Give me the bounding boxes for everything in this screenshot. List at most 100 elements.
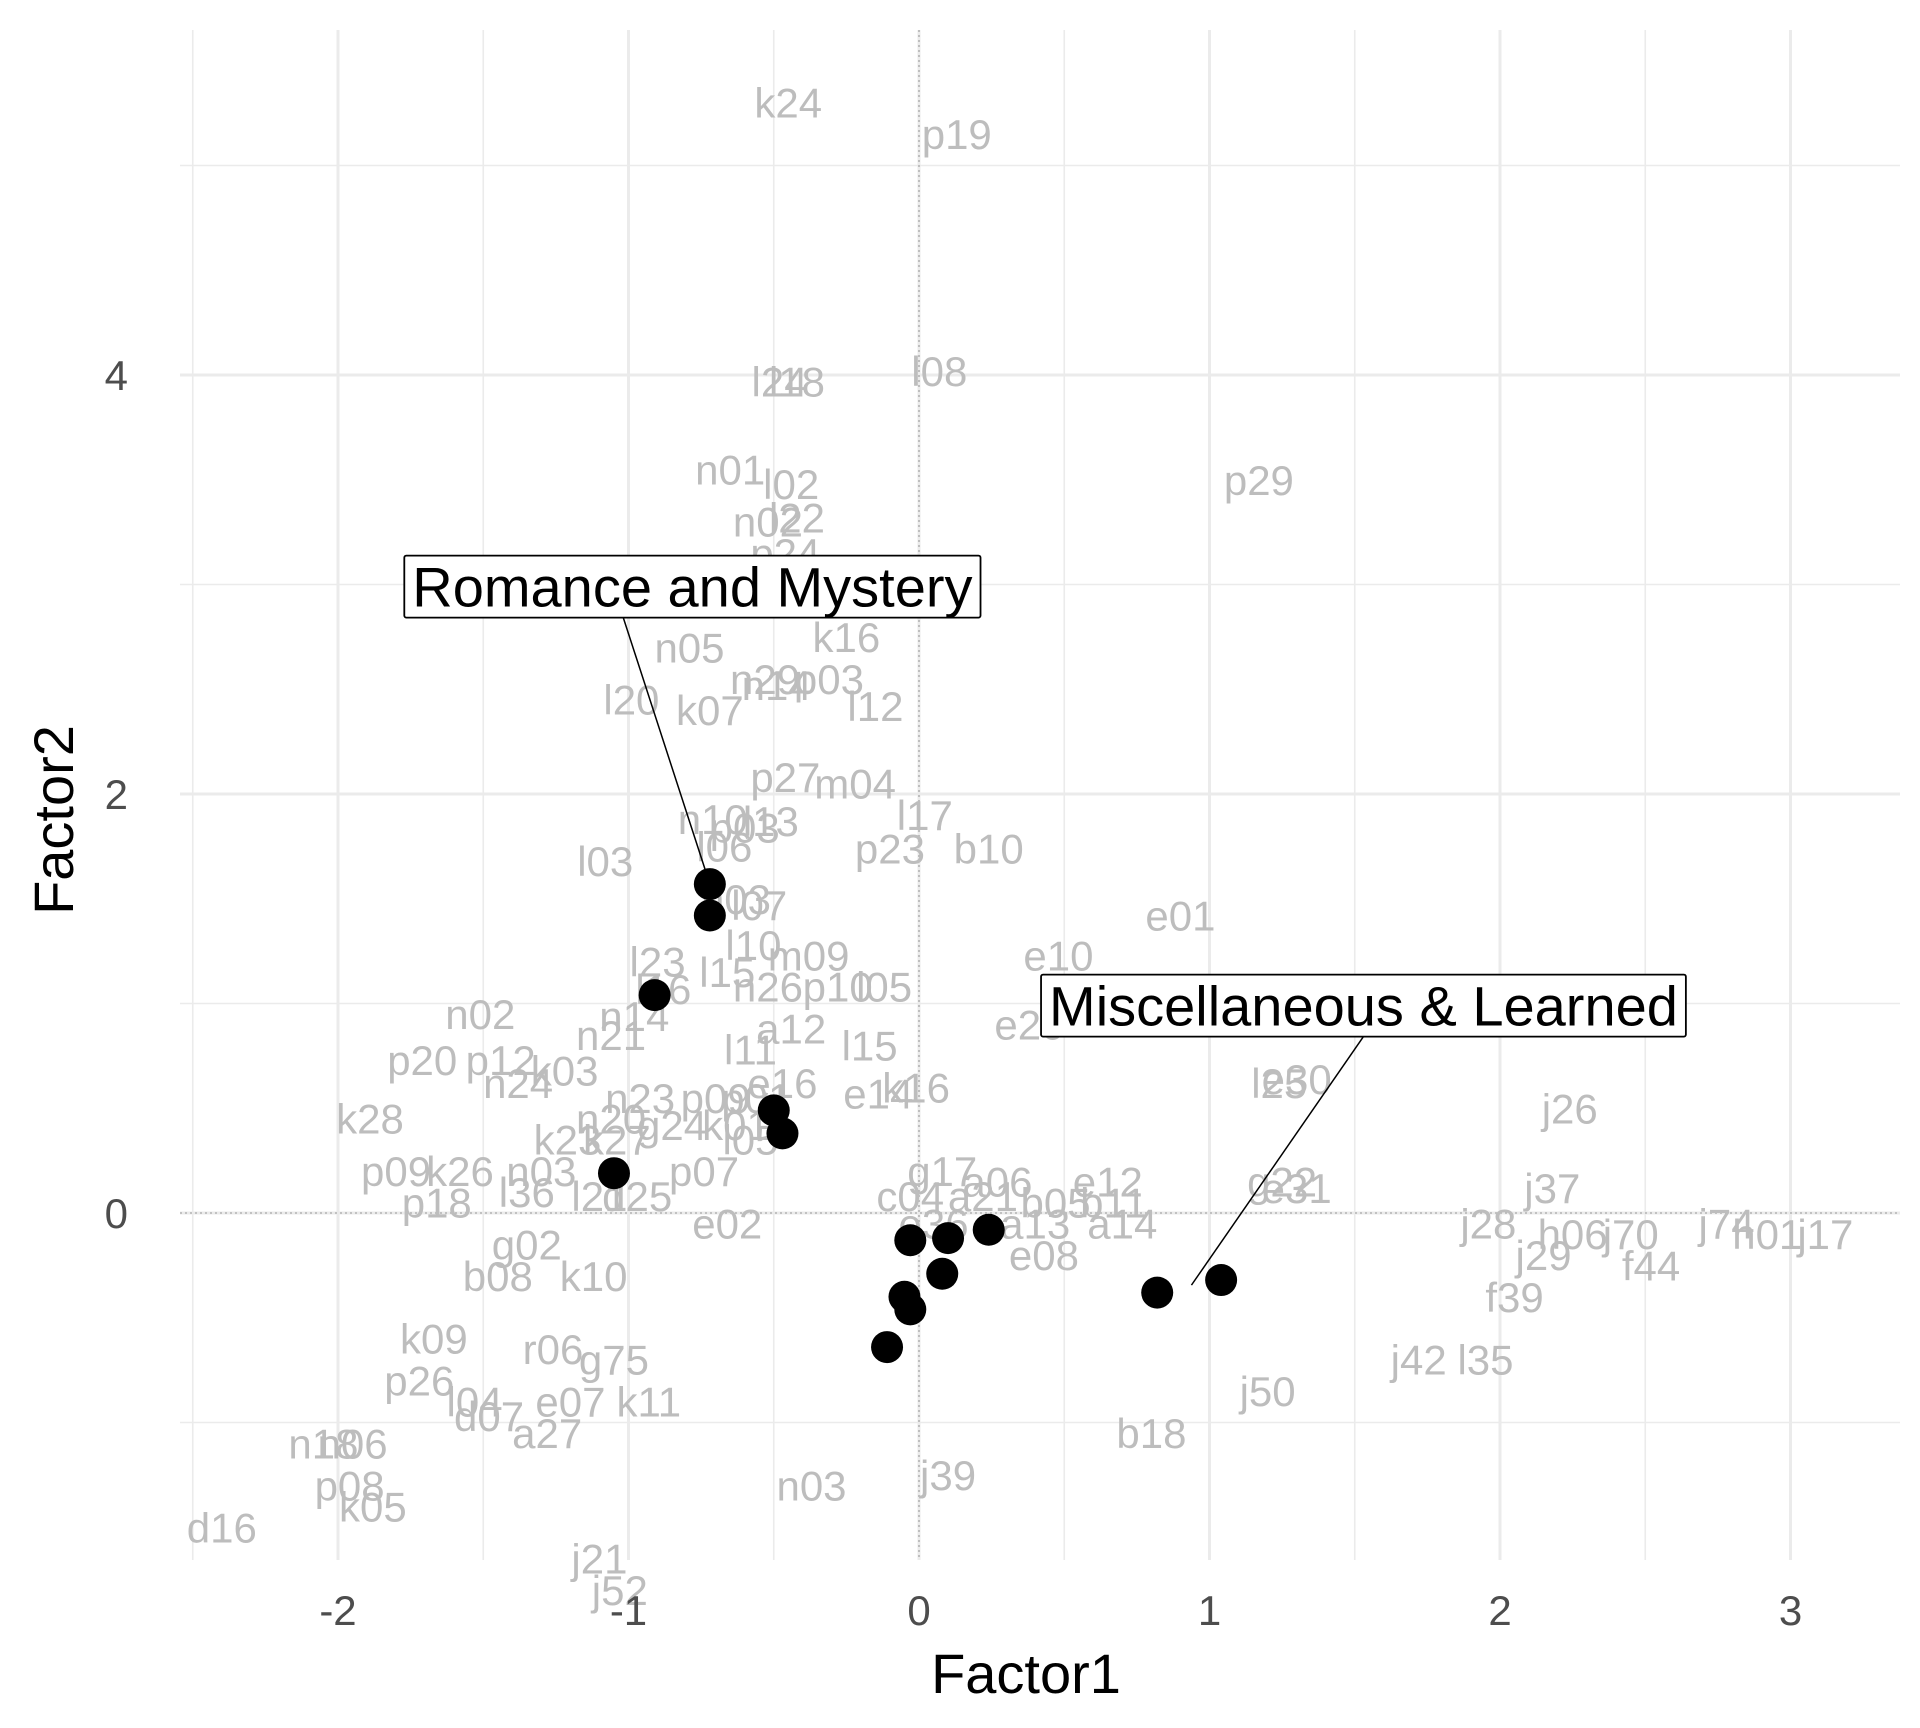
data-point [871, 1331, 904, 1364]
point-label: p23 [855, 825, 925, 872]
point-label: p26 [384, 1358, 454, 1405]
point-label: e10 [1023, 932, 1093, 979]
point-label: l24 [752, 358, 808, 405]
point-label: m09 [768, 932, 850, 979]
y-tick-label: 0 [105, 1190, 128, 1237]
point-label: g17 [907, 1148, 977, 1195]
annotation-callout: Romance and Mystery [403, 554, 982, 619]
point-label: j37 [1522, 1165, 1580, 1212]
point-label: n03 [506, 1148, 576, 1195]
point-label: j39 [918, 1452, 976, 1499]
point-label: e14 [843, 1071, 913, 1118]
point-label: e12 [1073, 1159, 1143, 1206]
tick-labels: -2 -1 0 1 2 3 0 2 4 [105, 352, 1803, 1634]
y-tick-label: 4 [105, 352, 128, 399]
point-label: k05 [339, 1483, 407, 1530]
point-label: a21 [948, 1173, 1018, 1220]
point-label: k27 [583, 1117, 651, 1164]
point-label: e02 [692, 1200, 762, 1247]
data-point [1205, 1264, 1238, 1297]
data-point [926, 1257, 959, 1290]
point-label: k16 [882, 1064, 950, 1111]
point-label: n20 [576, 1096, 646, 1143]
point-label: p03 [794, 656, 864, 703]
point-label: n03 [776, 1462, 846, 1509]
point-label: m04 [814, 761, 896, 808]
point-label: j42 [1389, 1337, 1447, 1384]
point-label: e30 [1262, 1056, 1332, 1103]
point-label: l15 [699, 949, 755, 996]
point-label: n02 [733, 499, 803, 546]
point-label: n18 [288, 1420, 358, 1467]
point-label: g02 [492, 1221, 562, 1268]
annotation-leader-line [622, 617, 710, 881]
point-label: l20 [603, 677, 659, 724]
point-label: l36 [499, 1169, 555, 1216]
point-label: l07 [731, 882, 787, 929]
point-label: l25 [1251, 1060, 1307, 1107]
data-point [766, 1117, 799, 1150]
point-label: l13 [743, 798, 799, 845]
point-label: k26 [426, 1148, 494, 1195]
point-label: a13 [1000, 1200, 1070, 1247]
point-label: p10 [803, 964, 873, 1011]
point-label: p29 [1224, 457, 1294, 504]
point-label: j29 [1514, 1232, 1572, 1279]
point-label: j28 [1458, 1200, 1516, 1247]
data-point [597, 1157, 630, 1190]
point-label: l05 [856, 964, 912, 1011]
point-label: n02 [445, 991, 515, 1038]
data-point [894, 1224, 927, 1257]
x-tick-label: -1 [610, 1587, 647, 1634]
data-point [894, 1293, 927, 1326]
point-label: n24 [483, 1060, 553, 1107]
point-label: n14 [742, 662, 812, 709]
point-label: k28 [336, 1096, 404, 1143]
annotation-text: Romance and Mystery [412, 556, 972, 619]
point-label: j21 [569, 1536, 627, 1583]
point-label: j17 [1795, 1211, 1853, 1258]
point-label: p20 [387, 1037, 457, 1084]
point-label: a12 [756, 1006, 826, 1053]
point-label: l08 [911, 348, 967, 395]
point-label: e31 [1262, 1165, 1332, 1212]
point-label: a27 [512, 1410, 582, 1457]
point-label: j70 [1601, 1211, 1659, 1258]
annotation-box [403, 554, 982, 619]
point-label: n06 [317, 1420, 387, 1467]
annotation-leaders [622, 617, 1365, 1286]
data-point [972, 1213, 1005, 1246]
point-label: l03 [577, 838, 633, 885]
data-point [932, 1222, 965, 1255]
y-tick-label: 2 [105, 771, 128, 818]
point-label: l06 [696, 823, 752, 870]
point-label: l15 [842, 1022, 898, 1069]
point-label: k10 [560, 1253, 628, 1300]
x-tick-label: 0 [907, 1587, 930, 1634]
point-label: k11 [617, 1379, 682, 1426]
x-tick-label: 3 [1779, 1587, 1802, 1634]
point-label: d07 [454, 1393, 524, 1440]
point-label: k16 [813, 614, 881, 661]
point-label: l02 [763, 461, 819, 508]
annotation-text: Miscellaneous & Learned [1049, 975, 1678, 1038]
point-label: l18 [769, 358, 825, 405]
point-label: p09 [681, 1075, 751, 1122]
point-label: j26 [1540, 1085, 1598, 1132]
point-label: h06 [1538, 1211, 1608, 1258]
annotation-box [1040, 973, 1687, 1038]
point-label: c04 [876, 1173, 944, 1220]
point-label: p03 [710, 805, 780, 852]
point-label: f39 [1485, 1274, 1543, 1321]
point-label: f44 [1622, 1242, 1680, 1289]
x-tick-label: 1 [1198, 1587, 1221, 1634]
point-label: n01 [695, 446, 765, 493]
point-label: l11 [724, 1027, 777, 1074]
point-label: e07 [535, 1379, 605, 1426]
point-label: g22 [1247, 1159, 1317, 1206]
point-label: l22 [769, 494, 825, 541]
data-point [638, 979, 671, 1012]
point-label: b08 [463, 1253, 533, 1300]
point-label: e08 [1009, 1232, 1079, 1279]
